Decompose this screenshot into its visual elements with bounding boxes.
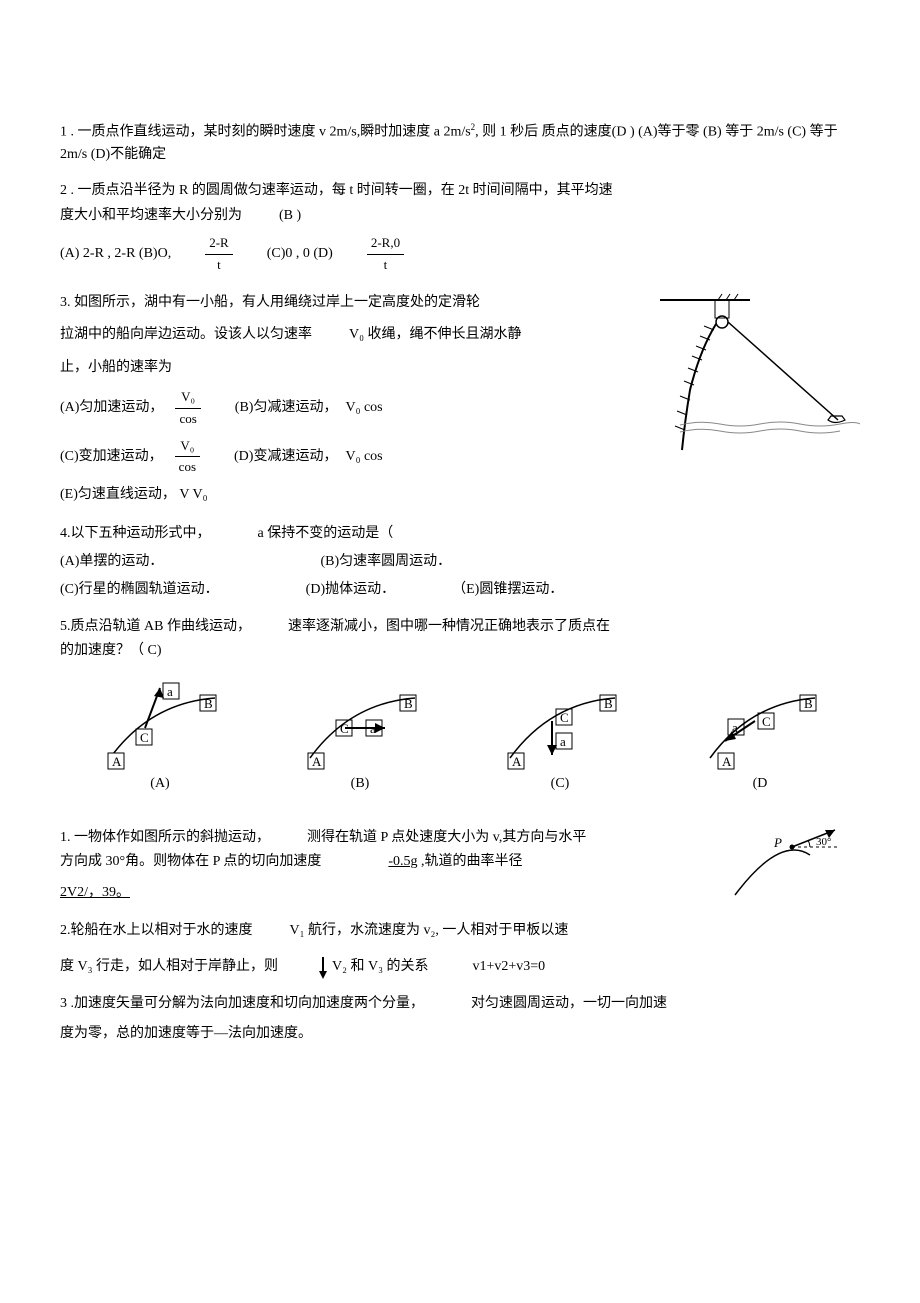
q3-B: (B)匀减速运动， [235,397,338,419]
q4-D: (D)抛体运动． [306,582,395,597]
q4-A: (A)单摆的运动． [60,554,163,569]
svg-text:C: C [560,710,569,725]
question-4: 4.以下五种运动形式中， a 保持不变的运动是（ (A)单摆的运动． (B)匀速… [60,523,860,602]
cap-B: (B) [290,773,430,795]
q3-l2a: 拉湖中的船向岸边运动。设该人以匀速率 [60,327,312,342]
q2-l1: 2 . 一质点沿半径为 R 的圆周做匀速率运动，每 t 时间转一圈，在 2t 时… [60,180,860,202]
q3-E: (E)匀速直线运动， V V₀ [60,484,650,506]
svg-text:C: C [340,721,349,736]
q2-frac1: 2-R t [205,233,233,276]
p2q3-l2: 度为零，总的加速度等于—法向加速度。 [60,1023,860,1045]
choice-A: a B C A (A) [90,673,230,795]
svg-text:C: C [140,730,149,745]
p2q2-l1b: V₁ 航行，水流速度为 v₂, 一人相对于甲板以速 [290,923,569,938]
q4-B: (B)匀速率圆周运动． [320,554,451,569]
p2q2-l2a: 度 V₃ 行走，如人相对于岸静止，则 [60,956,278,978]
question-1: 1 . 一质点作直线运动，某时刻的瞬时速度 v 2m/s,瞬时加速度 a 2m/… [60,120,860,166]
q2-optC: (C)0 , 0 (D) [267,243,333,265]
p2q1-ans1: -0.5g [388,854,417,869]
q2-l2b: (B ) [279,208,301,223]
q5-l1b: 速率逐渐减小，图中哪一种情况正确地表示了质点在 [288,619,610,634]
svg-text:B: B [804,696,813,711]
p2q1-l2a: 方向成 30°角。则物体在 P 点的切向加速度 [60,854,321,869]
pulley-boat-figure [660,290,860,460]
p2q2-l1a: 2.轮船在水上以相对于水的速度 [60,923,253,938]
q4-l1b: a 保持不变的运动是（ [258,526,394,541]
q3-l2b: V₀ 收绳，绳不伸长且湖水静 [349,327,522,342]
svg-text:a: a [167,684,173,699]
q5-l1a: 5.质点沿轨道 AB 作曲线运动， [60,619,251,634]
cap-A: (A) [90,773,230,795]
p2q2-ans: v1+v2+v3=0 [472,956,545,978]
q3-Dval: V₀ cos [345,446,382,468]
q3-D: (D)变减速运动， [234,446,337,468]
q1-text-a: 1 . 一质点作直线运动，某时刻的瞬时速度 v 2m/s,瞬时加速度 a 2m/… [60,125,471,140]
q2-optA: (A) 2-R , 2-R (B)O, [60,243,171,265]
p2q1-l1a: 1. 一物体作如图所示的斜抛运动， [60,830,270,845]
svg-text:B: B [204,696,213,711]
q3-A: (A)匀加速运动， [60,397,163,419]
p2q3-l1a: 3 .加速度矢量可分解为法向加速度和切向加速度两个分量， [60,996,424,1011]
q3-C: (C)变加速运动， [60,446,163,468]
svg-text:a: a [560,734,566,749]
fill-1: 1. 一物体作如图所示的斜抛运动， 测得在轨道 P 点处速度大小为 v,其方向与… [60,825,860,906]
svg-text:P: P [773,835,782,850]
q4-l1a: 4.以下五种运动形式中， [60,526,211,541]
p2q1-l2b: ,轨道的曲率半径 [418,854,523,869]
cap-D: (D [690,773,830,795]
svg-text:A: A [312,754,322,769]
arrow-down-icon [318,957,328,979]
fill-2: 2.轮船在水上以相对于水的速度 V₁ 航行，水流速度为 v₂, 一人相对于甲板以… [60,920,860,979]
svg-text:B: B [604,696,613,711]
choice-D: B C a A (D [690,673,830,795]
svg-text:30°: 30° [816,836,831,848]
svg-text:B: B [404,696,413,711]
svg-text:A: A [112,754,122,769]
cap-C: (C) [490,773,630,795]
p2q1-l1b: 测得在轨道 P 点处速度大小为 v,其方向与水平 [307,830,586,845]
q4-C: (C)行星的椭圆轨道运动． [60,582,219,597]
question-2: 2 . 一质点沿半径为 R 的圆周做匀速率运动，每 t 时间转一圈，在 2t 时… [60,180,860,275]
question-3: 3. 如图所示，湖中有一小船，有人用绳绕过岸上一定高度处的定滑轮 拉湖中的船向岸… [60,290,860,509]
q2-frac2: 2-R,0 t [367,233,404,276]
q3-l1: 3. 如图所示，湖中有一小船，有人用绳绕过岸上一定高度处的定滑轮 [60,292,650,314]
curve-choices: a B C A (A) B C a A (B) [60,673,860,795]
q3-l3: 止，小船的速率为 [60,357,650,379]
p2q3-l1b: 对匀速圆周运动，一切一向加速 [471,996,667,1011]
p2q2-l2b: V₂ 和 V₃ 的关系 [332,956,428,978]
choice-B: B C a A (B) [290,673,430,795]
choice-C: B C a A (C) [490,673,630,795]
svg-text:a: a [370,721,376,736]
question-5: 5.质点沿轨道 AB 作曲线运动， 速率逐渐减小，图中哪一种情况正确地表示了质点… [60,616,860,795]
q3-Bval: V₀ cos [345,397,382,419]
svg-text:C: C [762,714,771,729]
q5-l2: 的加速度？（ C) [60,640,860,662]
q4-E: （E)圆锥摆运动． [452,582,563,597]
projectile-figure: P 30° [730,825,860,905]
svg-text:A: A [722,754,732,769]
svg-text:a: a [732,720,738,735]
fill-3: 3 .加速度矢量可分解为法向加速度和切向加速度两个分量， 对匀速圆周运动，一切一… [60,993,860,1046]
svg-text:A: A [512,754,522,769]
q2-l2a: 度大小和平均速率大小分别为 [60,208,242,223]
p2q1-l3: 2V2/，39。 [60,882,720,904]
